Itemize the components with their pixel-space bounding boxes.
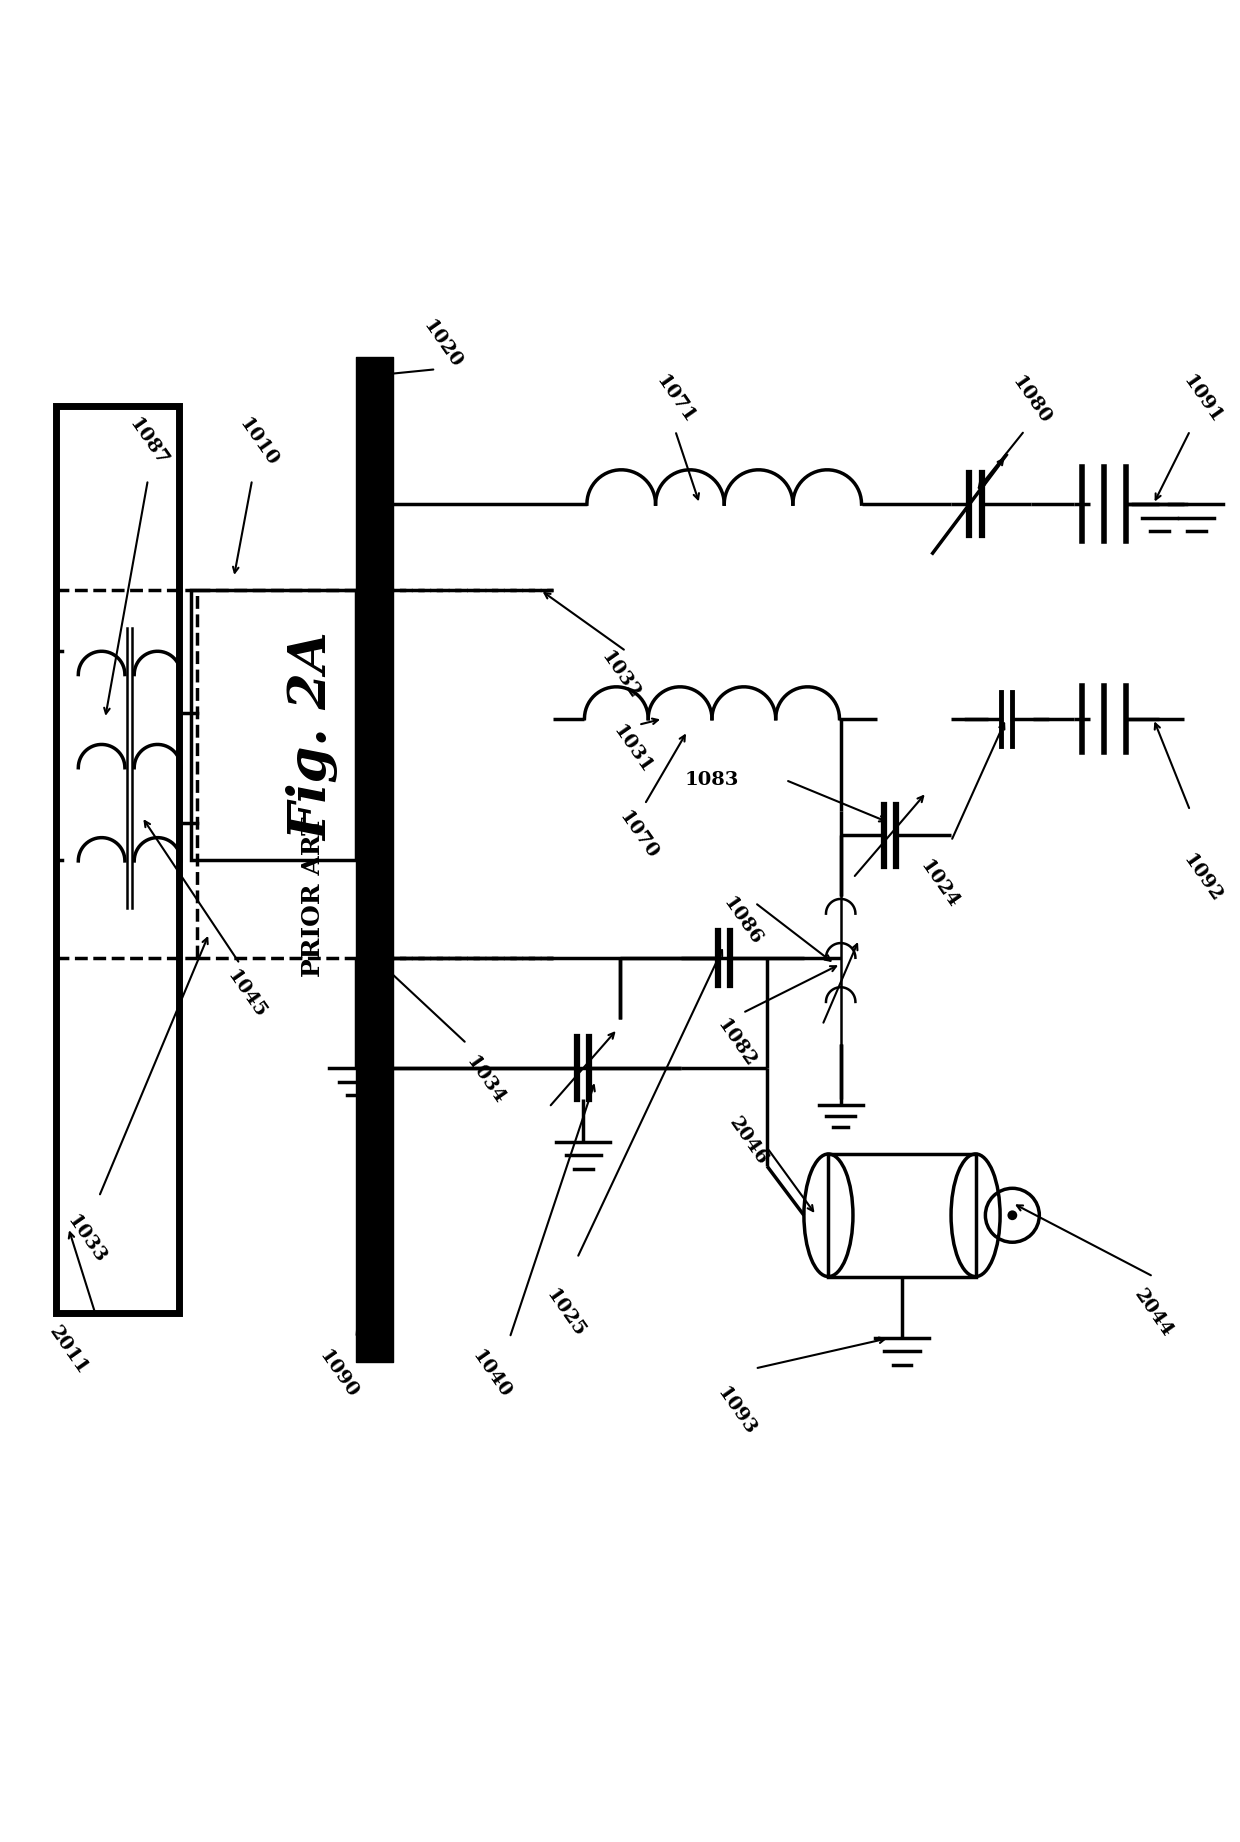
Text: 1032: 1032 [596, 648, 644, 704]
Text: 1024: 1024 [916, 857, 962, 912]
Bar [56, 405, 179, 1313]
Text: 2011: 2011 [45, 1323, 92, 1378]
Text: 1083: 1083 [684, 772, 739, 788]
Text: PRIOR ART: PRIOR ART [301, 816, 325, 976]
Text: 1070: 1070 [615, 809, 661, 862]
Text: 1033: 1033 [63, 1212, 109, 1267]
Text: 1040: 1040 [469, 1347, 515, 1402]
Bar [191, 589, 356, 860]
Text: 1087: 1087 [125, 416, 171, 470]
Text: 1025: 1025 [542, 1286, 588, 1341]
Bar [828, 1153, 976, 1277]
Text: 1090: 1090 [315, 1347, 361, 1402]
Text: 1034: 1034 [463, 1054, 508, 1107]
Text: 1020: 1020 [419, 317, 465, 372]
Text: 2044: 2044 [1131, 1286, 1177, 1341]
Text: 1045: 1045 [223, 967, 269, 1022]
Circle shape [1007, 1210, 1017, 1219]
Text: 1071: 1071 [652, 372, 698, 427]
Text: 1080: 1080 [1008, 372, 1054, 427]
Text: 1091: 1091 [1179, 372, 1225, 427]
Text: 1031: 1031 [609, 722, 655, 777]
Text: 2046: 2046 [725, 1114, 771, 1170]
Text: 1092: 1092 [1179, 851, 1225, 906]
Text: Fig. 2A: Fig. 2A [288, 632, 340, 842]
Text: 1093: 1093 [713, 1383, 759, 1439]
Text: 1082: 1082 [713, 1017, 759, 1070]
Text: 1086: 1086 [719, 893, 765, 949]
Text: 1010: 1010 [236, 414, 281, 470]
